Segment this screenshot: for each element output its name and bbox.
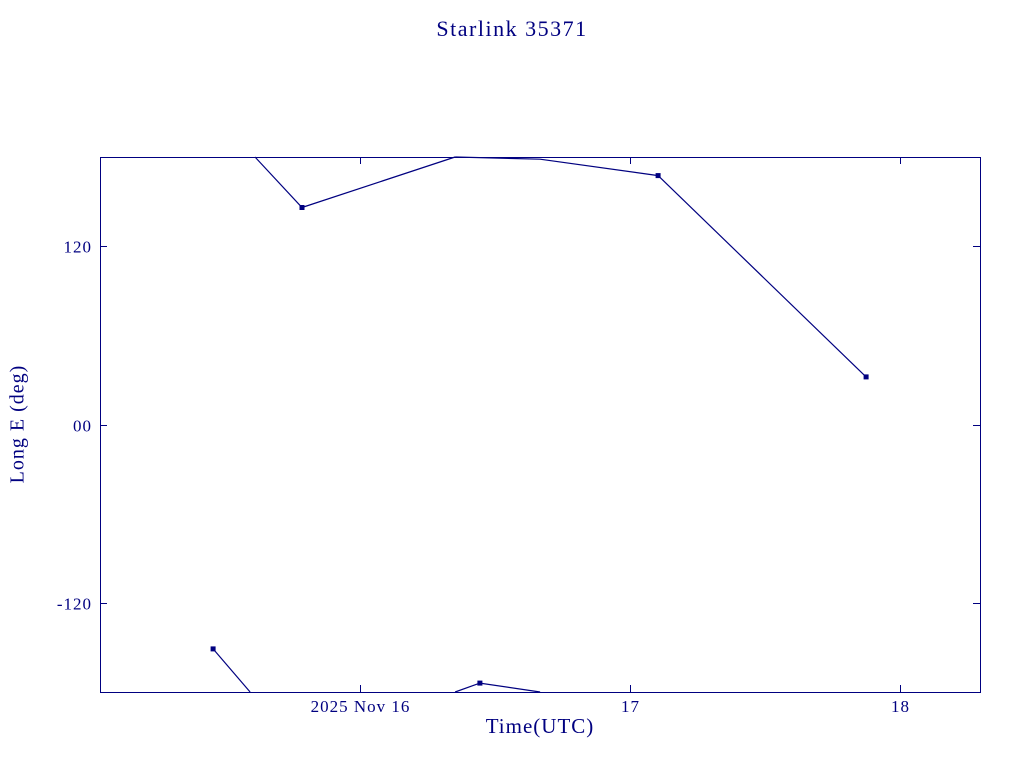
x-tick-label: 18 xyxy=(891,697,910,716)
data-line-segment xyxy=(212,648,251,693)
data-point-marker xyxy=(863,374,869,380)
data-line-segment xyxy=(455,156,867,378)
y-tick-label: 120 xyxy=(64,238,93,257)
plot-box xyxy=(100,157,981,693)
y-tick-label: 00 xyxy=(73,417,92,436)
data-point-marker xyxy=(655,173,661,179)
data-point-marker xyxy=(210,646,216,652)
x-tick-label: 2025 Nov 16 xyxy=(311,697,411,716)
y-axis-label: Long E (deg) xyxy=(6,364,29,484)
x-axis-label: Time(UTC) xyxy=(485,714,595,738)
data-point-marker xyxy=(477,680,483,686)
y-tick-label: -120 xyxy=(57,595,92,614)
data-line-segment xyxy=(254,156,456,209)
x-tick-label: 17 xyxy=(621,697,640,716)
data-point-marker xyxy=(299,205,305,210)
data-line-segment xyxy=(454,682,541,693)
chart-title: Starlink 35371 xyxy=(436,16,588,41)
